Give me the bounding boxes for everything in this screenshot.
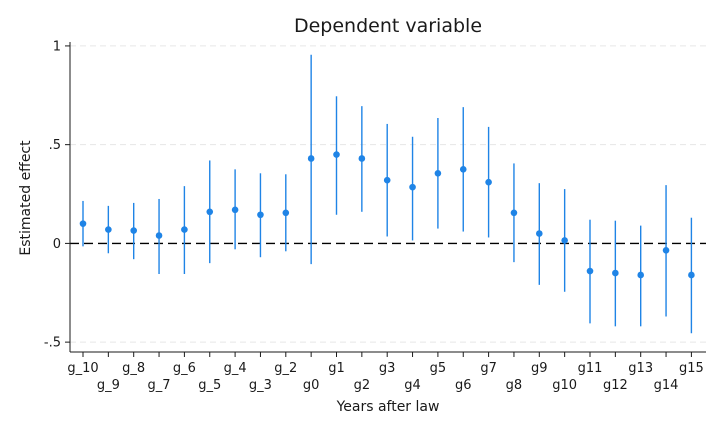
- x-tick-label: g9: [531, 361, 548, 376]
- x-tick-label: g1: [328, 361, 345, 376]
- x-tick-label: g_5: [198, 378, 221, 393]
- point-estimate: [80, 220, 87, 227]
- x-tick-label: g_7: [148, 378, 171, 393]
- x-tick-label: g0: [303, 378, 320, 393]
- axes: [65, 42, 706, 357]
- y-tick-label: 0: [53, 237, 61, 252]
- point-estimate: [587, 268, 594, 275]
- x-tick-label: g_8: [122, 361, 145, 376]
- x-tick-label: g_6: [173, 361, 196, 376]
- x-tick-label: g_2: [274, 361, 297, 376]
- point-estimate: [409, 184, 416, 191]
- point-estimate: [232, 207, 239, 214]
- x-tick-label: g5: [430, 361, 447, 376]
- x-axis-label: Years after law: [336, 399, 440, 415]
- x-tick-label: g11: [578, 361, 603, 376]
- point-estimate: [181, 226, 188, 233]
- point-estimate: [308, 155, 315, 162]
- grid-lines: [70, 46, 706, 342]
- x-tick-label: g_10: [67, 361, 98, 376]
- y-tick-label: 1: [53, 39, 61, 54]
- point-estimate: [637, 272, 644, 279]
- x-tick-label: g_9: [97, 378, 120, 393]
- point-estimate: [130, 227, 137, 234]
- x-tick-label: g13: [628, 361, 653, 376]
- x-tick-label: g15: [679, 361, 704, 376]
- point-estimate: [156, 232, 163, 239]
- point-estimate: [485, 179, 492, 186]
- x-tick-label: g7: [480, 361, 497, 376]
- point-estimate: [688, 272, 695, 279]
- y-tick-label: -.5: [44, 336, 61, 351]
- x-tick-label: g10: [552, 378, 577, 393]
- point-estimate: [612, 270, 619, 277]
- x-tick-label: g4: [404, 378, 421, 393]
- y-tick-label: .5: [49, 138, 61, 153]
- point-estimate: [206, 208, 213, 215]
- point-estimate: [333, 151, 340, 158]
- point-estimate: [105, 226, 112, 233]
- point-estimate: [511, 209, 518, 216]
- x-tick-label: g14: [654, 378, 679, 393]
- point-estimate: [460, 166, 467, 173]
- x-tick-label: g3: [379, 361, 396, 376]
- x-tick-label: g8: [506, 378, 523, 393]
- point-estimate: [283, 209, 290, 216]
- point-estimate: [384, 177, 391, 184]
- x-tick-label: g12: [603, 378, 628, 393]
- chart-title: Dependent variable: [294, 15, 482, 37]
- y-axis-label: Estimated effect: [18, 140, 34, 256]
- x-tick-label: g_4: [224, 361, 247, 376]
- point-estimate: [536, 230, 543, 237]
- point-estimate: [257, 211, 264, 218]
- x-tick-label: g6: [455, 378, 472, 393]
- x-tick-label: g_3: [249, 378, 272, 393]
- point-estimate: [435, 170, 442, 177]
- point-estimate: [663, 247, 670, 254]
- tick-labels: 1 .5 0 -.5 g_10 g_9g_8g_7g_6g_5g_4g_3g_2 g0 g1 g…: [44, 39, 704, 393]
- point-estimate: [561, 237, 568, 244]
- confidence-intervals: [83, 55, 691, 333]
- point-estimate: [359, 155, 366, 162]
- x-tick-label: g2: [354, 378, 371, 393]
